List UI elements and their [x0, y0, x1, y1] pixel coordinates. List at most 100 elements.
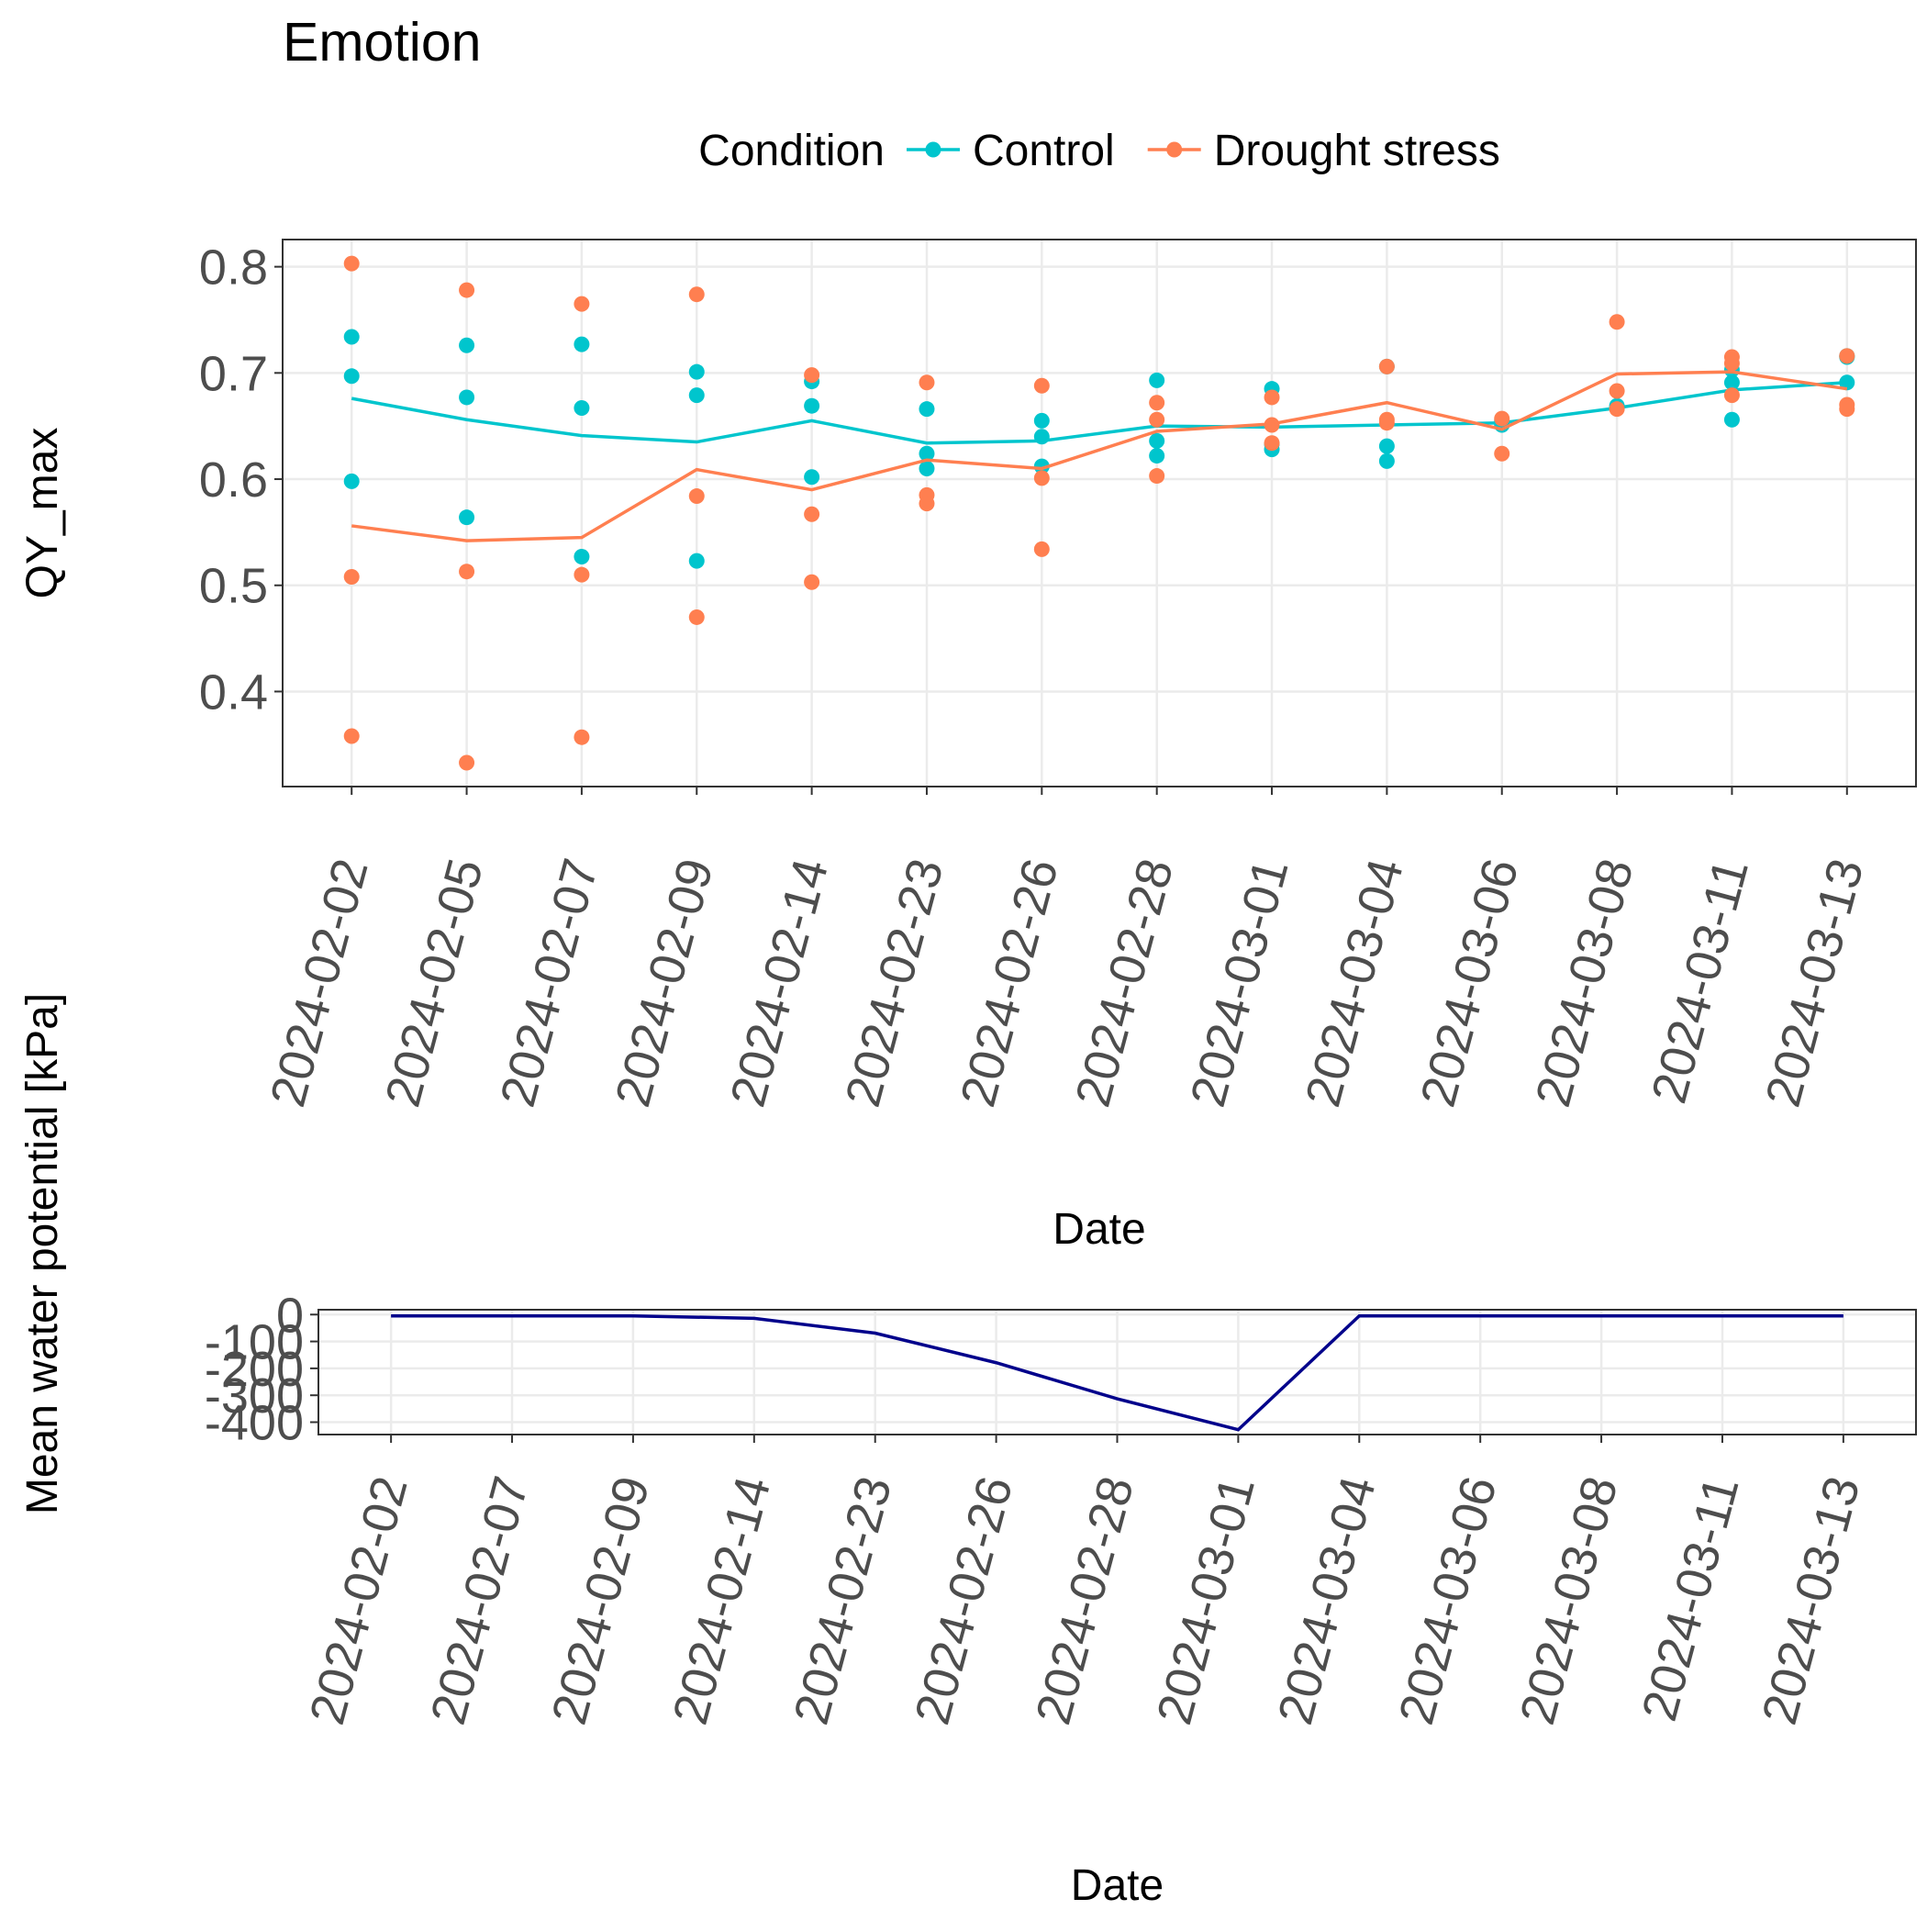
x-tick-label: 2024-03-08: [1509, 1471, 1628, 1730]
data-point: [688, 387, 705, 404]
data-point: [1609, 314, 1625, 330]
data-point: [1149, 448, 1165, 464]
plot-border: [317, 1309, 1917, 1435]
data-point: [343, 728, 360, 744]
data-point: [1723, 387, 1740, 404]
data-point: [804, 469, 820, 486]
data-point: [1264, 389, 1280, 406]
legend-key-point: [1166, 141, 1183, 158]
data-point: [459, 564, 475, 580]
plot-border: [282, 239, 1917, 787]
y-axis-label: QY_max: [18, 428, 67, 599]
x-tick-label: 2024-03-04: [1267, 1471, 1386, 1730]
data-point: [688, 363, 705, 380]
y-tick-label: 0.7: [199, 346, 268, 401]
data-point: [1149, 395, 1165, 411]
data-point: [1033, 541, 1050, 557]
data-point: [343, 255, 360, 272]
data-point: [1839, 401, 1855, 418]
data-point: [1378, 452, 1395, 469]
x-tick-label: 2024-03-08: [1525, 854, 1643, 1112]
y-axis-label: Mean water potential [kPa]: [18, 993, 67, 1514]
legend-key-point: [925, 141, 941, 158]
series-line: [351, 370, 1848, 542]
data-point: [804, 397, 820, 414]
data-point: [1839, 348, 1855, 364]
data-point: [1149, 372, 1165, 388]
data-point: [1723, 374, 1740, 391]
y-tick-label: 0.6: [199, 452, 268, 508]
data-point: [1033, 458, 1050, 475]
data-point: [804, 367, 820, 384]
x-tick-label: 2024-03-06: [1388, 1471, 1507, 1730]
data-point: [1264, 417, 1280, 433]
data-point: [1149, 411, 1165, 428]
data-point: [688, 553, 705, 569]
data-point: [574, 548, 590, 564]
data-point: [459, 282, 475, 298]
x-tick-label: 2024-02-28: [1026, 1471, 1144, 1730]
y-tick-label: -100: [205, 1315, 304, 1370]
x-tick-label: 2024-02-02: [260, 854, 378, 1112]
y-tick-label: -400: [205, 1396, 304, 1451]
data-point: [1033, 470, 1050, 486]
legend-label: Control: [973, 127, 1115, 175]
legend-label: Drought stress: [1214, 127, 1500, 175]
data-point: [343, 473, 360, 489]
x-tick-label: 2024-03-13: [1755, 854, 1874, 1112]
x-tick-label: 2024-02-14: [663, 1471, 781, 1730]
data-point: [919, 496, 935, 512]
data-point: [1378, 358, 1395, 374]
y-tick-label: -200: [205, 1342, 304, 1397]
plot-background: [283, 240, 1916, 787]
data-point: [1149, 468, 1165, 485]
data-point: [1033, 412, 1050, 429]
data-point: [343, 368, 360, 385]
data-point: [343, 329, 360, 345]
data-point: [459, 509, 475, 526]
x-axis-label: Date: [1053, 1205, 1145, 1254]
data-point: [1609, 401, 1625, 418]
x-tick-label: 2024-03-01: [1180, 854, 1298, 1112]
data-point: [574, 400, 590, 417]
y-tick-label: 0.5: [199, 559, 268, 614]
data-point: [1839, 374, 1855, 391]
y-tick-label: 0: [276, 1288, 304, 1343]
x-tick-label: 2024-02-07: [420, 1471, 539, 1730]
x-tick-label: 2024-02-26: [950, 854, 1068, 1112]
data-point: [1033, 429, 1050, 445]
data-point: [919, 401, 935, 418]
x-tick-label: 2024-03-13: [1752, 1471, 1870, 1730]
data-point: [574, 296, 590, 312]
y-tick-label: 0.4: [199, 664, 268, 720]
x-axis-label: Date: [1071, 1861, 1164, 1910]
data-point: [919, 374, 935, 391]
y-tick-label: 0.8: [199, 240, 268, 296]
data-point: [1494, 445, 1510, 462]
data-point: [1378, 438, 1395, 454]
x-tick-label: 2024-03-06: [1410, 854, 1529, 1112]
data-point: [459, 754, 475, 771]
data-point: [919, 445, 935, 462]
data-point: [919, 460, 935, 476]
data-point: [459, 337, 475, 353]
data-point: [1264, 435, 1280, 452]
x-tick-label: 2024-03-04: [1296, 854, 1414, 1112]
x-tick-label: 2024-03-11: [1642, 854, 1759, 1109]
data-point: [574, 566, 590, 583]
data-point: [804, 506, 820, 522]
data-point: [1494, 410, 1510, 427]
x-tick-label: 2024-02-23: [784, 1471, 902, 1730]
data-point: [1723, 355, 1740, 372]
data-point: [1149, 432, 1165, 449]
legend-title: Condition: [698, 127, 885, 175]
data-point: [1609, 383, 1625, 399]
x-tick-label: 2024-02-09: [605, 854, 723, 1112]
chart-title: Emotion: [283, 12, 481, 73]
data-point: [1033, 377, 1050, 394]
data-point: [804, 574, 820, 590]
x-tick-label: 2024-02-07: [490, 854, 608, 1112]
data-point: [574, 336, 590, 352]
x-tick-label: 2024-02-05: [375, 854, 494, 1112]
